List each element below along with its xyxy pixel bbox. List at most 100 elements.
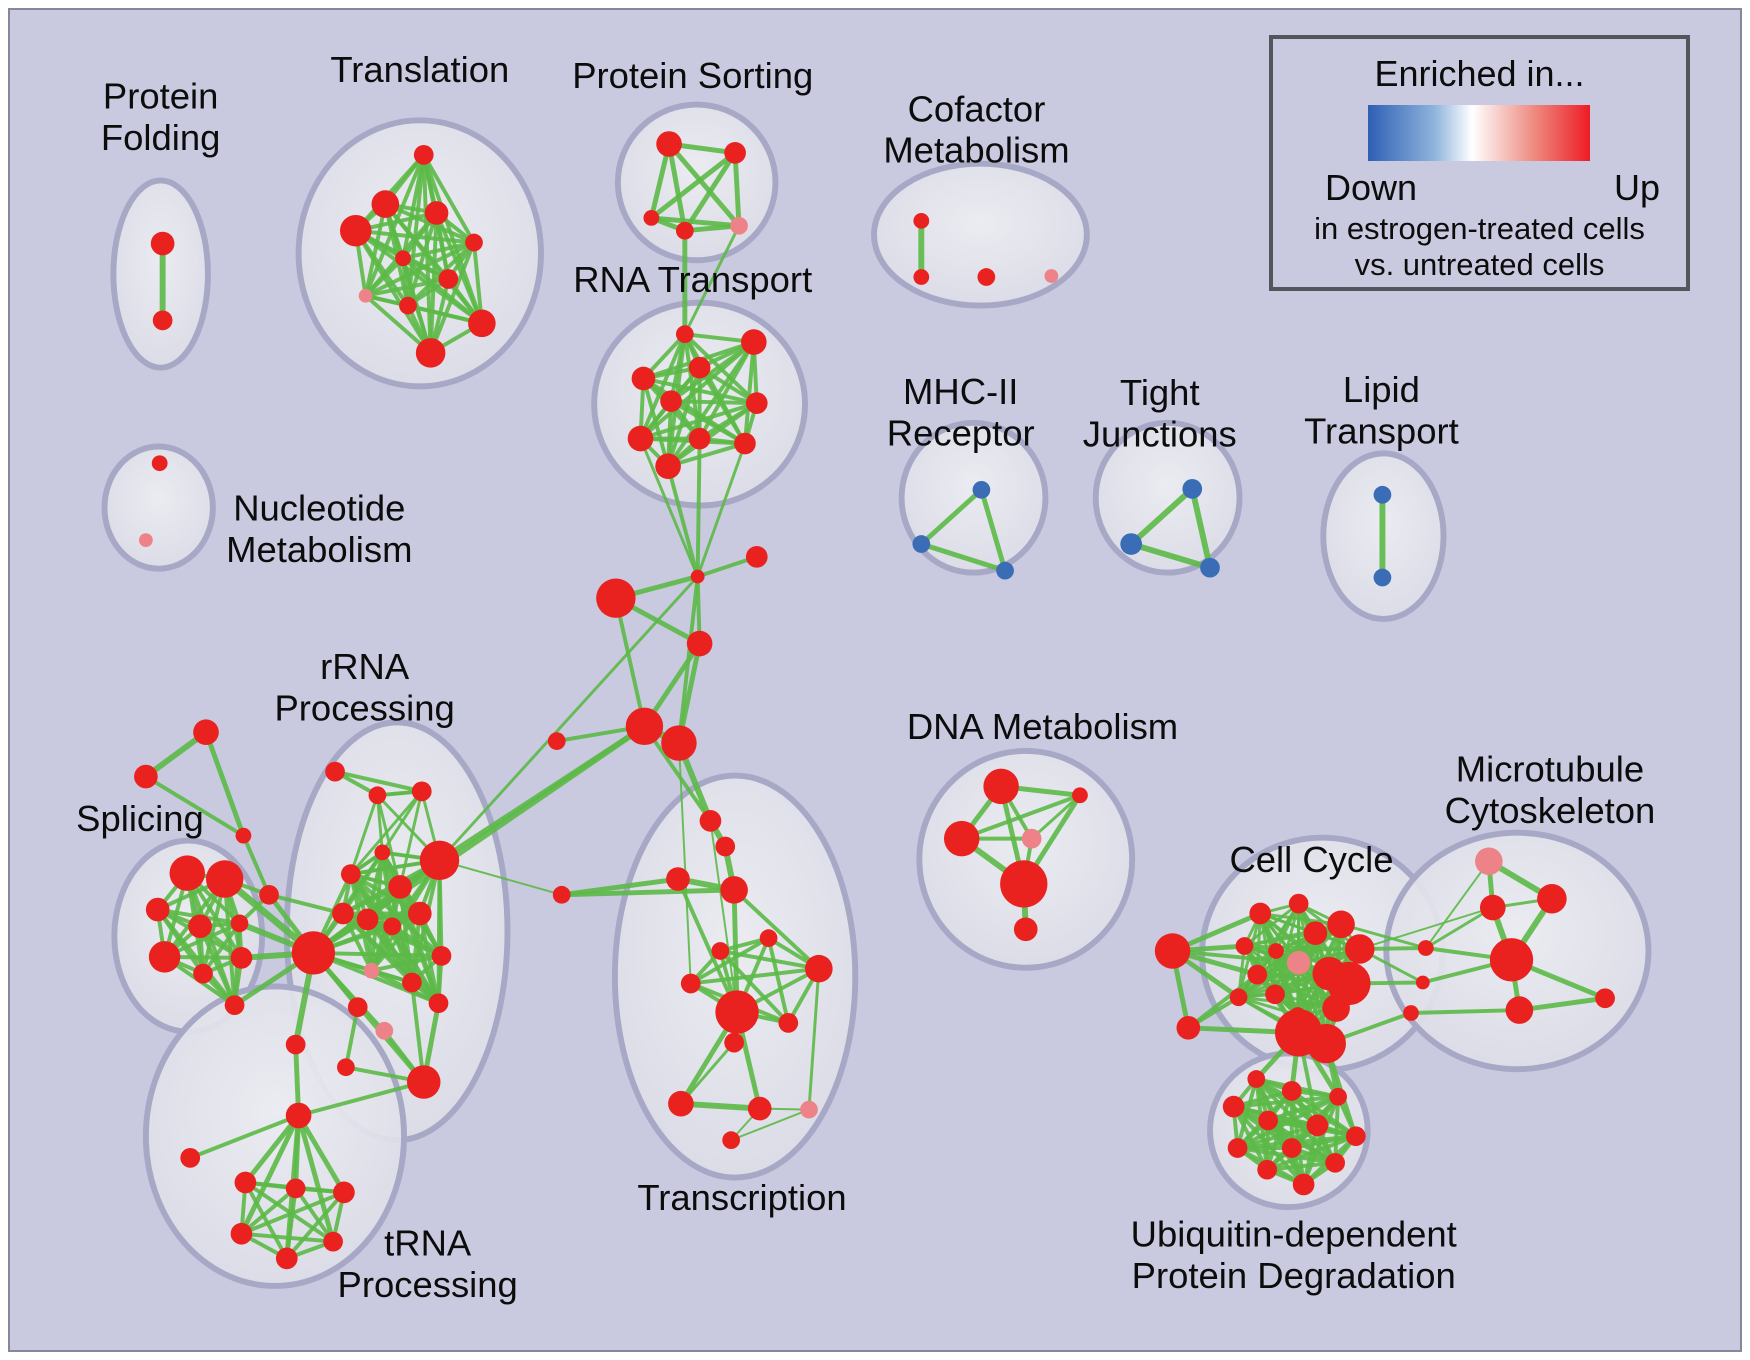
node-st1 — [193, 719, 219, 746]
node-tn2 — [285, 1178, 306, 1199]
node-tn5 — [323, 1231, 343, 1252]
node-r13 — [402, 972, 422, 993]
edge — [401, 256, 484, 325]
edge — [364, 240, 475, 298]
edge — [144, 774, 245, 838]
cluster-label-protein-sorting: Protein Sorting — [572, 55, 813, 96]
node-rt2 — [741, 329, 767, 355]
edge — [240, 1186, 297, 1236]
edge — [438, 575, 699, 862]
edge — [730, 1108, 810, 1142]
node-mc1 — [1417, 940, 1434, 956]
cluster-ellipse-nucleotide-metabolism — [101, 443, 216, 572]
node-c4 — [1288, 893, 1309, 914]
edge — [201, 922, 242, 975]
node-tc14 — [800, 1100, 818, 1119]
node-c6 — [1327, 910, 1355, 939]
node-mid1 — [259, 884, 279, 905]
edge — [684, 223, 740, 234]
node-u2 — [1281, 1081, 1302, 1101]
node-t2 — [371, 190, 400, 218]
cluster-label-rrna-processing: Processing — [274, 687, 454, 728]
node-r9 — [356, 908, 379, 931]
node-tc15 — [722, 1131, 741, 1149]
node-lp1 — [1373, 485, 1392, 504]
node-tc12 — [668, 1090, 694, 1117]
node-tc3 — [666, 867, 690, 891]
node-c5 — [1303, 921, 1328, 946]
node-c10 — [1247, 964, 1268, 985]
edge — [402, 240, 475, 261]
node-ch4 — [686, 630, 713, 657]
node-r4 — [374, 844, 391, 861]
cluster-label-lipid-transport: Transport — [1304, 411, 1459, 452]
node-pf2 — [152, 310, 173, 331]
cluster-ellipse-cofactor-metabolism — [871, 160, 1090, 309]
node-c13 — [1229, 988, 1248, 1007]
node-tc1 — [699, 810, 722, 832]
node-s8 — [230, 947, 253, 969]
edge — [1237, 1123, 1318, 1150]
edge — [294, 1187, 335, 1243]
node-tc6 — [711, 942, 730, 960]
node-r20 — [375, 1021, 394, 1040]
edge — [718, 949, 790, 1025]
cluster-ellipse-dna-metabolism — [916, 747, 1136, 971]
edge — [961, 793, 1081, 841]
edge — [1189, 488, 1213, 569]
edge — [766, 937, 791, 1024]
edge — [742, 341, 756, 444]
legend-caption-line1: in estrogen-treated cells — [1314, 211, 1645, 246]
node-s6 — [148, 941, 181, 973]
node-ps5 — [730, 216, 748, 235]
edge — [667, 441, 746, 469]
edge — [422, 153, 476, 244]
node-st2 — [134, 764, 158, 789]
node-ch3 — [596, 578, 636, 618]
edge — [919, 488, 984, 546]
edge — [363, 154, 426, 297]
node-u9 — [1345, 1126, 1366, 1147]
edge — [1030, 794, 1081, 840]
node-t4 — [339, 214, 372, 247]
node-r2 — [368, 786, 387, 805]
edge — [1266, 1134, 1357, 1172]
node-r7 — [419, 840, 460, 881]
node-cm2 — [913, 269, 930, 285]
edge — [1340, 922, 1427, 950]
node-d4 — [1021, 828, 1042, 849]
edge — [680, 1100, 760, 1112]
node-cm1 — [913, 212, 930, 229]
edge — [649, 150, 737, 220]
node-u7 — [1227, 1138, 1248, 1158]
edge — [666, 465, 700, 578]
node-hub3 — [547, 732, 566, 750]
node-c2 — [1176, 1015, 1201, 1040]
cluster-label-cell-cycle: Cell Cycle — [1229, 839, 1393, 880]
node-cm4 — [1044, 269, 1059, 283]
edge — [732, 888, 821, 971]
cluster-label-microtubule-cytoskeleton: Cytoskeleton — [1445, 790, 1656, 831]
edge — [243, 1113, 301, 1185]
node-u1 — [1247, 1070, 1266, 1088]
cluster-label-trna-processing: tRNA — [384, 1222, 472, 1263]
edge — [666, 340, 756, 468]
edge — [1425, 906, 1494, 950]
node-cm3 — [977, 268, 996, 286]
edge — [561, 887, 735, 898]
node-tc7 — [680, 973, 701, 994]
node-t3 — [424, 201, 449, 225]
edge — [243, 1181, 289, 1260]
edge — [296, 1114, 347, 1194]
node-r18 — [406, 1065, 441, 1099]
node-tj1 — [1182, 479, 1203, 499]
edge — [639, 401, 758, 441]
node-chub2 — [1306, 1023, 1346, 1064]
edge — [239, 1114, 301, 1235]
node-trl — [552, 885, 571, 904]
edge — [1238, 995, 1337, 1010]
edge — [434, 212, 484, 325]
figure-panel: Protein Folding Translation Protein Sorting… — [8, 8, 1742, 1352]
